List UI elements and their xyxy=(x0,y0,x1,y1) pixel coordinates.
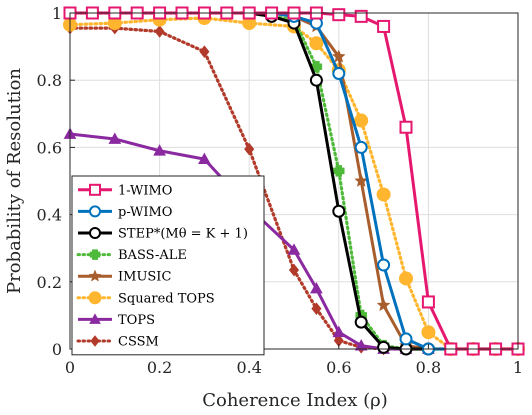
legend-item-3: BASS-ALE xyxy=(76,248,187,263)
legend-item-0-label: 1-WIMO xyxy=(118,183,172,198)
y-tick-label-2: 0.4 xyxy=(37,206,62,225)
legend-item-1-label: p-WIMO xyxy=(118,205,172,220)
legend-item-2-label: STEP*(Mθ = K + 1) xyxy=(118,227,248,242)
series-7-point-3 xyxy=(199,45,210,58)
series-1-point-12 xyxy=(332,66,346,80)
series-4-point-12 xyxy=(331,49,346,63)
x-tick-label-5: 1 xyxy=(513,358,523,377)
y-tick-label-3: 0.6 xyxy=(37,138,62,157)
series-7-point-2 xyxy=(154,25,165,38)
series-7-point-6 xyxy=(311,302,322,315)
legend-item-6-label: TOPS xyxy=(118,313,155,328)
series-6-point-3 xyxy=(198,152,211,165)
series-0-point-12 xyxy=(332,8,346,22)
series-7-point-4 xyxy=(244,142,255,156)
legend-item-0-marker xyxy=(89,183,101,196)
series-3-point-12 xyxy=(333,165,345,177)
series-6-point-6 xyxy=(310,281,323,294)
series-5-point-10 xyxy=(399,271,413,286)
y-tick-label-4: 0.8 xyxy=(37,71,62,90)
legend-item-6: TOPS xyxy=(78,313,155,328)
series-7-point-5 xyxy=(288,263,300,277)
legend-item-5-marker xyxy=(88,291,102,305)
series-5-point-8 xyxy=(354,113,369,128)
legend-item-4-marker xyxy=(88,269,102,282)
legend-item-7: CSSM xyxy=(76,335,159,350)
legend-box xyxy=(71,175,265,356)
legend-item-3-marker xyxy=(89,249,101,260)
legend: 1-WIMO p-WIMO STEP*(Mθ = K + 1) BASS-ALE IMU… xyxy=(71,175,265,356)
y-tick-label-1: 0.2 xyxy=(37,273,62,292)
series-0-point-15 xyxy=(399,120,413,134)
legend-item-1-marker xyxy=(89,205,101,218)
series-6-point-7 xyxy=(332,325,346,338)
legend-item-2-marker xyxy=(89,227,101,239)
series-2-point-11 xyxy=(309,73,323,87)
x-tick-label-2: 0.4 xyxy=(236,358,261,377)
axes-box xyxy=(69,12,519,350)
y-tick-label-5: 1 xyxy=(52,4,62,23)
legend-item-7-marker xyxy=(90,335,100,347)
series-6-point-5 xyxy=(287,243,301,255)
x-tick-label-0: 0 xyxy=(65,358,75,377)
x-tick-label-3: 0.6 xyxy=(326,358,351,377)
series-5-point-11 xyxy=(421,325,436,340)
series-2-point-12 xyxy=(332,204,346,218)
series-6-point-2 xyxy=(153,144,166,156)
series-2-point-13 xyxy=(354,315,368,329)
series-6-point-1 xyxy=(108,132,122,144)
series-0-point-14 xyxy=(377,19,391,33)
legend-item-5-label: Squared TOPS xyxy=(118,291,215,306)
series-0-point-16 xyxy=(421,295,435,309)
series-1-point-13 xyxy=(354,140,368,154)
legend-item-6-marker xyxy=(89,313,101,324)
series-6-point-8 xyxy=(354,339,368,351)
x-axis-label: Coherence Index (ρ) xyxy=(202,390,388,411)
legend-item-4: IMUSIC xyxy=(78,269,171,285)
series-4-point-14 xyxy=(376,298,391,312)
legend-item-0: 1-WIMO xyxy=(78,183,172,198)
y-tick-label-0: 0 xyxy=(52,340,62,359)
series-5-point-6 xyxy=(309,36,324,51)
legend-item-7-label: CSSM xyxy=(118,335,159,350)
legend-item-5: Squared TOPS xyxy=(76,291,215,306)
legend-item-2: STEP*(Mθ = K + 1) xyxy=(78,227,248,242)
legend-item-3-label: BASS-ALE xyxy=(118,248,187,263)
x-tick-label-4: 0.8 xyxy=(416,358,441,377)
series-1-point-14 xyxy=(377,258,391,272)
series-2-point-14 xyxy=(377,340,391,354)
tick-labels: 0 0.2 0.4 0.6 0.8 1 0 0.2 0.4 0.6 0.8 1 xyxy=(37,4,524,377)
series-1-point-15 xyxy=(399,332,413,346)
y-axis-label: Probability of Resolution xyxy=(4,68,25,294)
legend-item-4-label: IMUSIC xyxy=(118,270,171,285)
legend-item-1: p-WIMO xyxy=(78,205,172,220)
series-0-point-13 xyxy=(354,9,368,23)
series-5-point-9 xyxy=(376,187,391,202)
x-tick-label-1: 0.2 xyxy=(147,358,172,377)
